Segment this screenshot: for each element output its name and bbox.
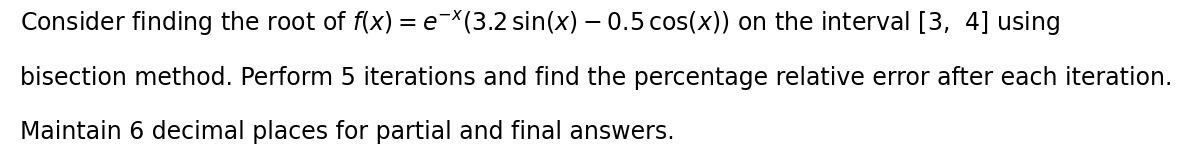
Text: bisection method. Perform 5 iterations and find the percentage relative error af: bisection method. Perform 5 iterations a… — [20, 66, 1173, 90]
Text: Maintain 6 decimal places for partial and final answers.: Maintain 6 decimal places for partial an… — [20, 120, 675, 144]
Text: Consider finding the root of $f(x) = e^{-x}(3.2\,\mathrm{sin}(x) - 0.5\,\mathrm{: Consider finding the root of $f(x) = e^{… — [20, 9, 1060, 38]
